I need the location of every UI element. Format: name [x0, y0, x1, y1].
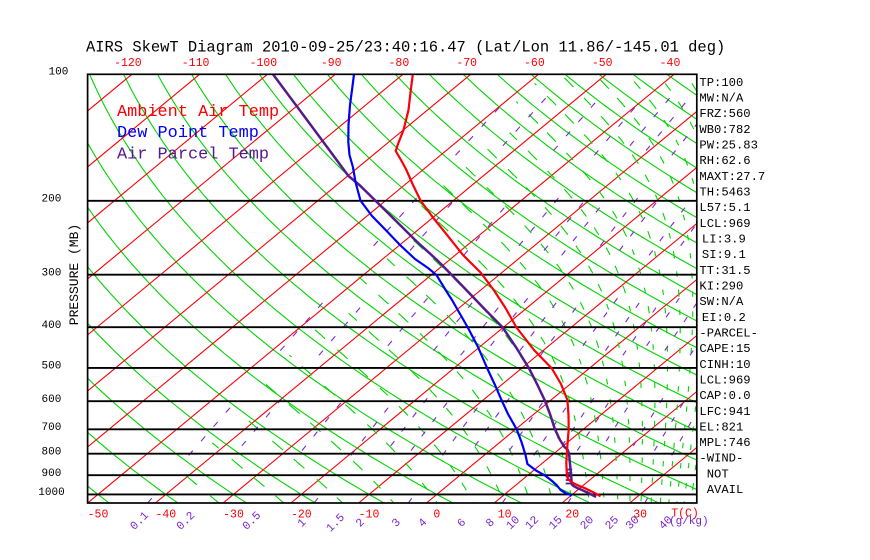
svg-text:TP:100: TP:100	[699, 76, 743, 90]
svg-text:-80: -80	[389, 57, 410, 70]
svg-text:KI:290: KI:290	[699, 280, 743, 294]
svg-text:300: 300	[42, 268, 62, 280]
svg-text:1000: 1000	[38, 487, 64, 499]
svg-text:LCL:969: LCL:969	[699, 217, 750, 231]
svg-text:-40: -40	[155, 508, 176, 521]
svg-text:900: 900	[42, 468, 62, 480]
svg-text:LCL:969: LCL:969	[699, 373, 750, 387]
svg-text:-120: -120	[114, 57, 142, 70]
svg-text:-90: -90	[321, 57, 342, 70]
svg-text:MAXT:27.7: MAXT:27.7	[699, 170, 765, 184]
svg-text:200: 200	[42, 194, 62, 206]
svg-text:-50: -50	[592, 57, 613, 70]
svg-text:EI:0.2: EI:0.2	[702, 311, 746, 325]
svg-text:SI:9.1: SI:9.1	[702, 248, 746, 262]
svg-text:WB0:782: WB0:782	[699, 123, 750, 137]
svg-text:L57:5.1: L57:5.1	[699, 201, 750, 215]
svg-text:-40: -40	[660, 57, 681, 70]
svg-text:MPL:746: MPL:746	[699, 436, 750, 450]
svg-text:EL:821: EL:821	[699, 420, 743, 434]
svg-text:FRZ:560: FRZ:560	[699, 107, 750, 121]
svg-text:-50: -50	[88, 508, 109, 521]
svg-text:LI:3.9: LI:3.9	[702, 233, 746, 247]
svg-text:CAP:0.0: CAP:0.0	[699, 389, 750, 403]
svg-text:CAPE:15: CAPE:15	[699, 342, 750, 356]
svg-text:PW:25.83: PW:25.83	[699, 139, 758, 153]
svg-text:T(C): T(C)	[671, 508, 699, 521]
svg-text:MW:N/A: MW:N/A	[699, 92, 744, 106]
svg-text:Air Parcel Temp: Air Parcel Temp	[117, 145, 269, 164]
svg-text:AVAIL: AVAIL	[707, 483, 744, 497]
svg-text:CINH:10: CINH:10	[699, 358, 750, 372]
svg-text:TH:5463: TH:5463	[699, 186, 750, 200]
svg-text:500: 500	[42, 361, 62, 373]
svg-text:10: 10	[498, 508, 512, 521]
svg-text:(g/kg): (g/kg)	[669, 516, 709, 528]
svg-text:AIRS SkewT Diagram 2010-09-25/: AIRS SkewT Diagram 2010-09-25/23:40:16.4…	[86, 39, 725, 57]
svg-text:-WIND-: -WIND-	[699, 452, 743, 466]
svg-text:30: 30	[633, 508, 647, 521]
svg-text:-70: -70	[456, 57, 477, 70]
svg-text:NOT: NOT	[707, 467, 729, 481]
svg-text:LFC:941: LFC:941	[699, 405, 750, 419]
svg-text:-PARCEL-: -PARCEL-	[699, 327, 758, 341]
svg-text:Dew Point Temp: Dew Point Temp	[117, 124, 259, 143]
svg-text:20: 20	[565, 508, 579, 521]
svg-text:-60: -60	[524, 57, 545, 70]
svg-text:-30: -30	[223, 508, 244, 521]
svg-text:400: 400	[42, 320, 62, 332]
svg-text:700: 700	[42, 422, 62, 434]
svg-text:-10: -10	[359, 508, 380, 521]
svg-text:-100: -100	[250, 57, 278, 70]
svg-text:TT:31.5: TT:31.5	[699, 264, 750, 278]
svg-text:-110: -110	[182, 57, 210, 70]
svg-text:PRESSURE (MB): PRESSURE (MB)	[67, 224, 82, 325]
svg-text:SW:N/A: SW:N/A	[699, 295, 744, 309]
svg-text:600: 600	[42, 394, 62, 406]
svg-text:800: 800	[42, 447, 62, 459]
svg-text:Ambient Air Temp: Ambient Air Temp	[117, 103, 279, 122]
svg-text:RH:62.6: RH:62.6	[699, 154, 750, 168]
svg-text:100: 100	[49, 66, 69, 78]
svg-text:0: 0	[433, 508, 440, 521]
svg-text:-20: -20	[291, 508, 312, 521]
